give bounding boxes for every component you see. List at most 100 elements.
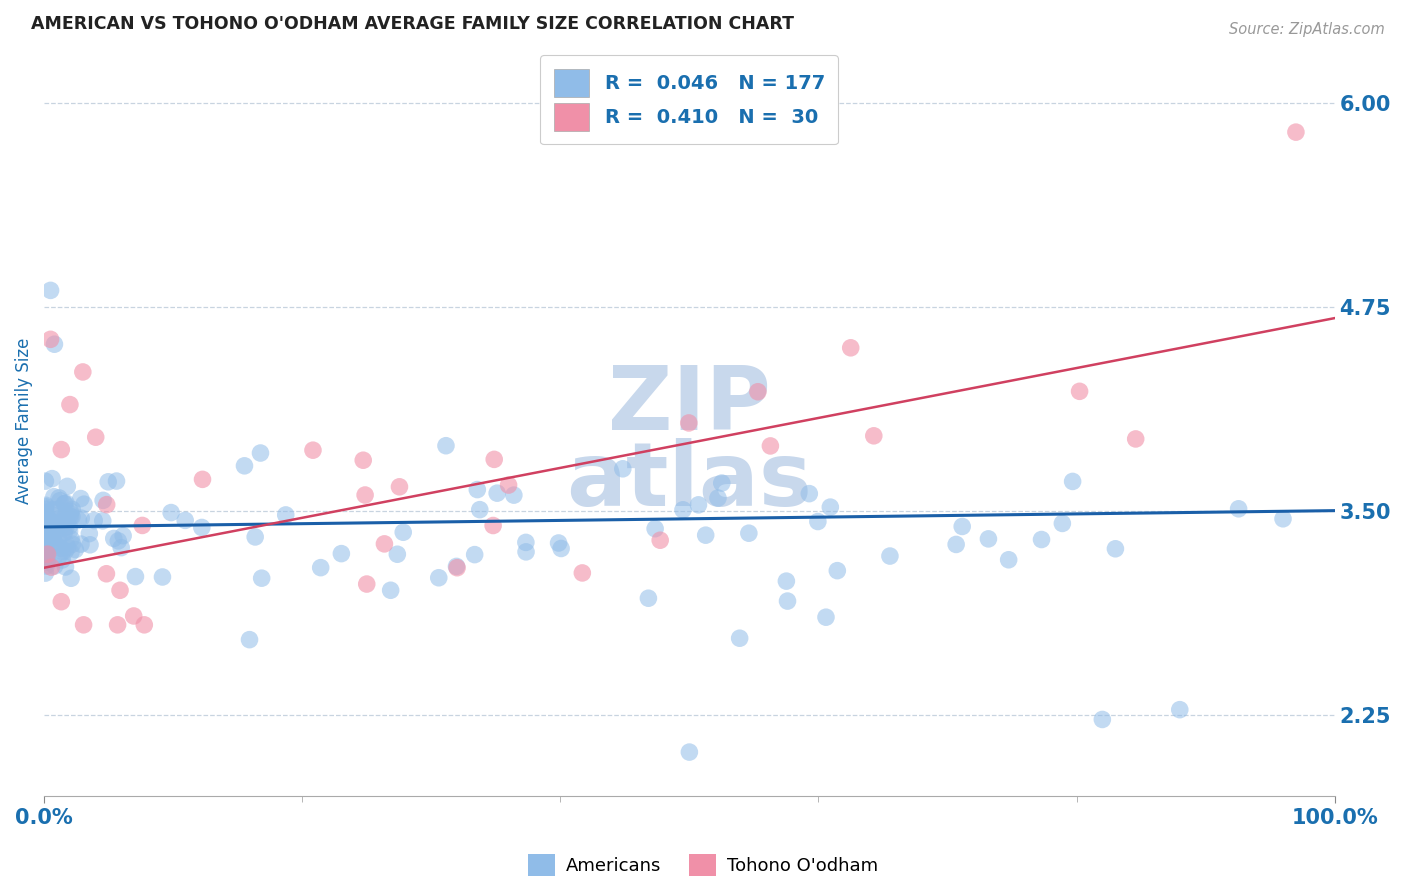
Point bbox=[862, 429, 884, 443]
Point bbox=[446, 559, 468, 574]
Point bbox=[486, 486, 509, 500]
Point bbox=[515, 535, 537, 549]
Point bbox=[710, 476, 733, 491]
Point bbox=[550, 541, 572, 556]
Point bbox=[174, 513, 197, 527]
Point bbox=[34, 522, 56, 536]
Point bbox=[356, 577, 378, 591]
Point bbox=[60, 571, 83, 585]
Point bbox=[839, 341, 862, 355]
Point bbox=[51, 595, 73, 609]
Point bbox=[547, 536, 569, 550]
Point bbox=[465, 483, 488, 497]
Point bbox=[35, 517, 58, 532]
Point bbox=[637, 591, 659, 606]
Point bbox=[48, 511, 70, 525]
Point bbox=[644, 522, 666, 536]
Point bbox=[34, 512, 56, 526]
Point bbox=[37, 547, 59, 561]
Point bbox=[96, 566, 118, 581]
Point bbox=[34, 525, 56, 540]
Point bbox=[1168, 703, 1191, 717]
Point bbox=[59, 507, 82, 521]
Point bbox=[65, 542, 87, 557]
Point bbox=[46, 502, 69, 516]
Point bbox=[34, 540, 56, 554]
Point bbox=[35, 500, 58, 514]
Point bbox=[650, 533, 672, 548]
Point bbox=[124, 569, 146, 583]
Point bbox=[191, 520, 214, 534]
Point bbox=[1052, 516, 1074, 531]
Point bbox=[48, 549, 70, 564]
Point bbox=[35, 551, 58, 566]
Point bbox=[39, 515, 62, 529]
Point bbox=[58, 519, 80, 533]
Point bbox=[35, 528, 58, 542]
Point bbox=[34, 529, 56, 543]
Point bbox=[352, 453, 374, 467]
Point bbox=[1104, 541, 1126, 556]
Point bbox=[515, 545, 537, 559]
Point bbox=[34, 549, 56, 564]
Point bbox=[484, 452, 506, 467]
Point bbox=[105, 474, 128, 488]
Point bbox=[56, 479, 79, 493]
Point bbox=[950, 519, 973, 533]
Point bbox=[45, 538, 67, 552]
Point bbox=[827, 564, 849, 578]
Point bbox=[34, 541, 56, 556]
Point bbox=[879, 549, 901, 563]
Point bbox=[977, 532, 1000, 546]
Point bbox=[83, 514, 105, 528]
Point bbox=[44, 337, 66, 351]
Point bbox=[34, 474, 56, 488]
Point bbox=[51, 518, 73, 533]
Legend: Americans, Tohono O'odham: Americans, Tohono O'odham bbox=[522, 847, 884, 883]
Point bbox=[747, 384, 769, 399]
Point bbox=[59, 398, 82, 412]
Point bbox=[79, 526, 101, 541]
Point bbox=[34, 528, 56, 542]
Point bbox=[34, 516, 56, 531]
Point bbox=[107, 617, 129, 632]
Point bbox=[70, 511, 93, 525]
Point bbox=[434, 439, 457, 453]
Point bbox=[464, 548, 486, 562]
Point bbox=[35, 524, 58, 538]
Point bbox=[35, 523, 58, 537]
Point bbox=[70, 537, 93, 551]
Point bbox=[48, 531, 70, 545]
Point bbox=[330, 547, 353, 561]
Point bbox=[672, 503, 695, 517]
Point bbox=[103, 532, 125, 546]
Point bbox=[131, 518, 153, 533]
Point bbox=[42, 508, 65, 523]
Point bbox=[427, 571, 450, 585]
Point bbox=[775, 574, 797, 588]
Text: ZIP
atlas: ZIP atlas bbox=[567, 361, 813, 525]
Point bbox=[612, 462, 634, 476]
Point bbox=[387, 547, 409, 561]
Point bbox=[35, 517, 58, 532]
Point bbox=[79, 538, 101, 552]
Point bbox=[571, 566, 593, 580]
Point bbox=[67, 513, 90, 527]
Point bbox=[72, 365, 94, 379]
Point bbox=[59, 545, 82, 559]
Point bbox=[60, 532, 83, 546]
Point bbox=[55, 496, 77, 510]
Point bbox=[34, 532, 56, 546]
Point bbox=[42, 524, 65, 539]
Point bbox=[34, 506, 56, 520]
Point bbox=[56, 516, 79, 530]
Point bbox=[60, 502, 83, 516]
Point bbox=[820, 500, 842, 515]
Point bbox=[35, 553, 58, 567]
Point bbox=[59, 509, 82, 524]
Y-axis label: Average Family Size: Average Family Size bbox=[15, 338, 32, 504]
Point bbox=[45, 524, 67, 539]
Point bbox=[814, 610, 837, 624]
Point bbox=[250, 571, 273, 585]
Point bbox=[34, 501, 56, 516]
